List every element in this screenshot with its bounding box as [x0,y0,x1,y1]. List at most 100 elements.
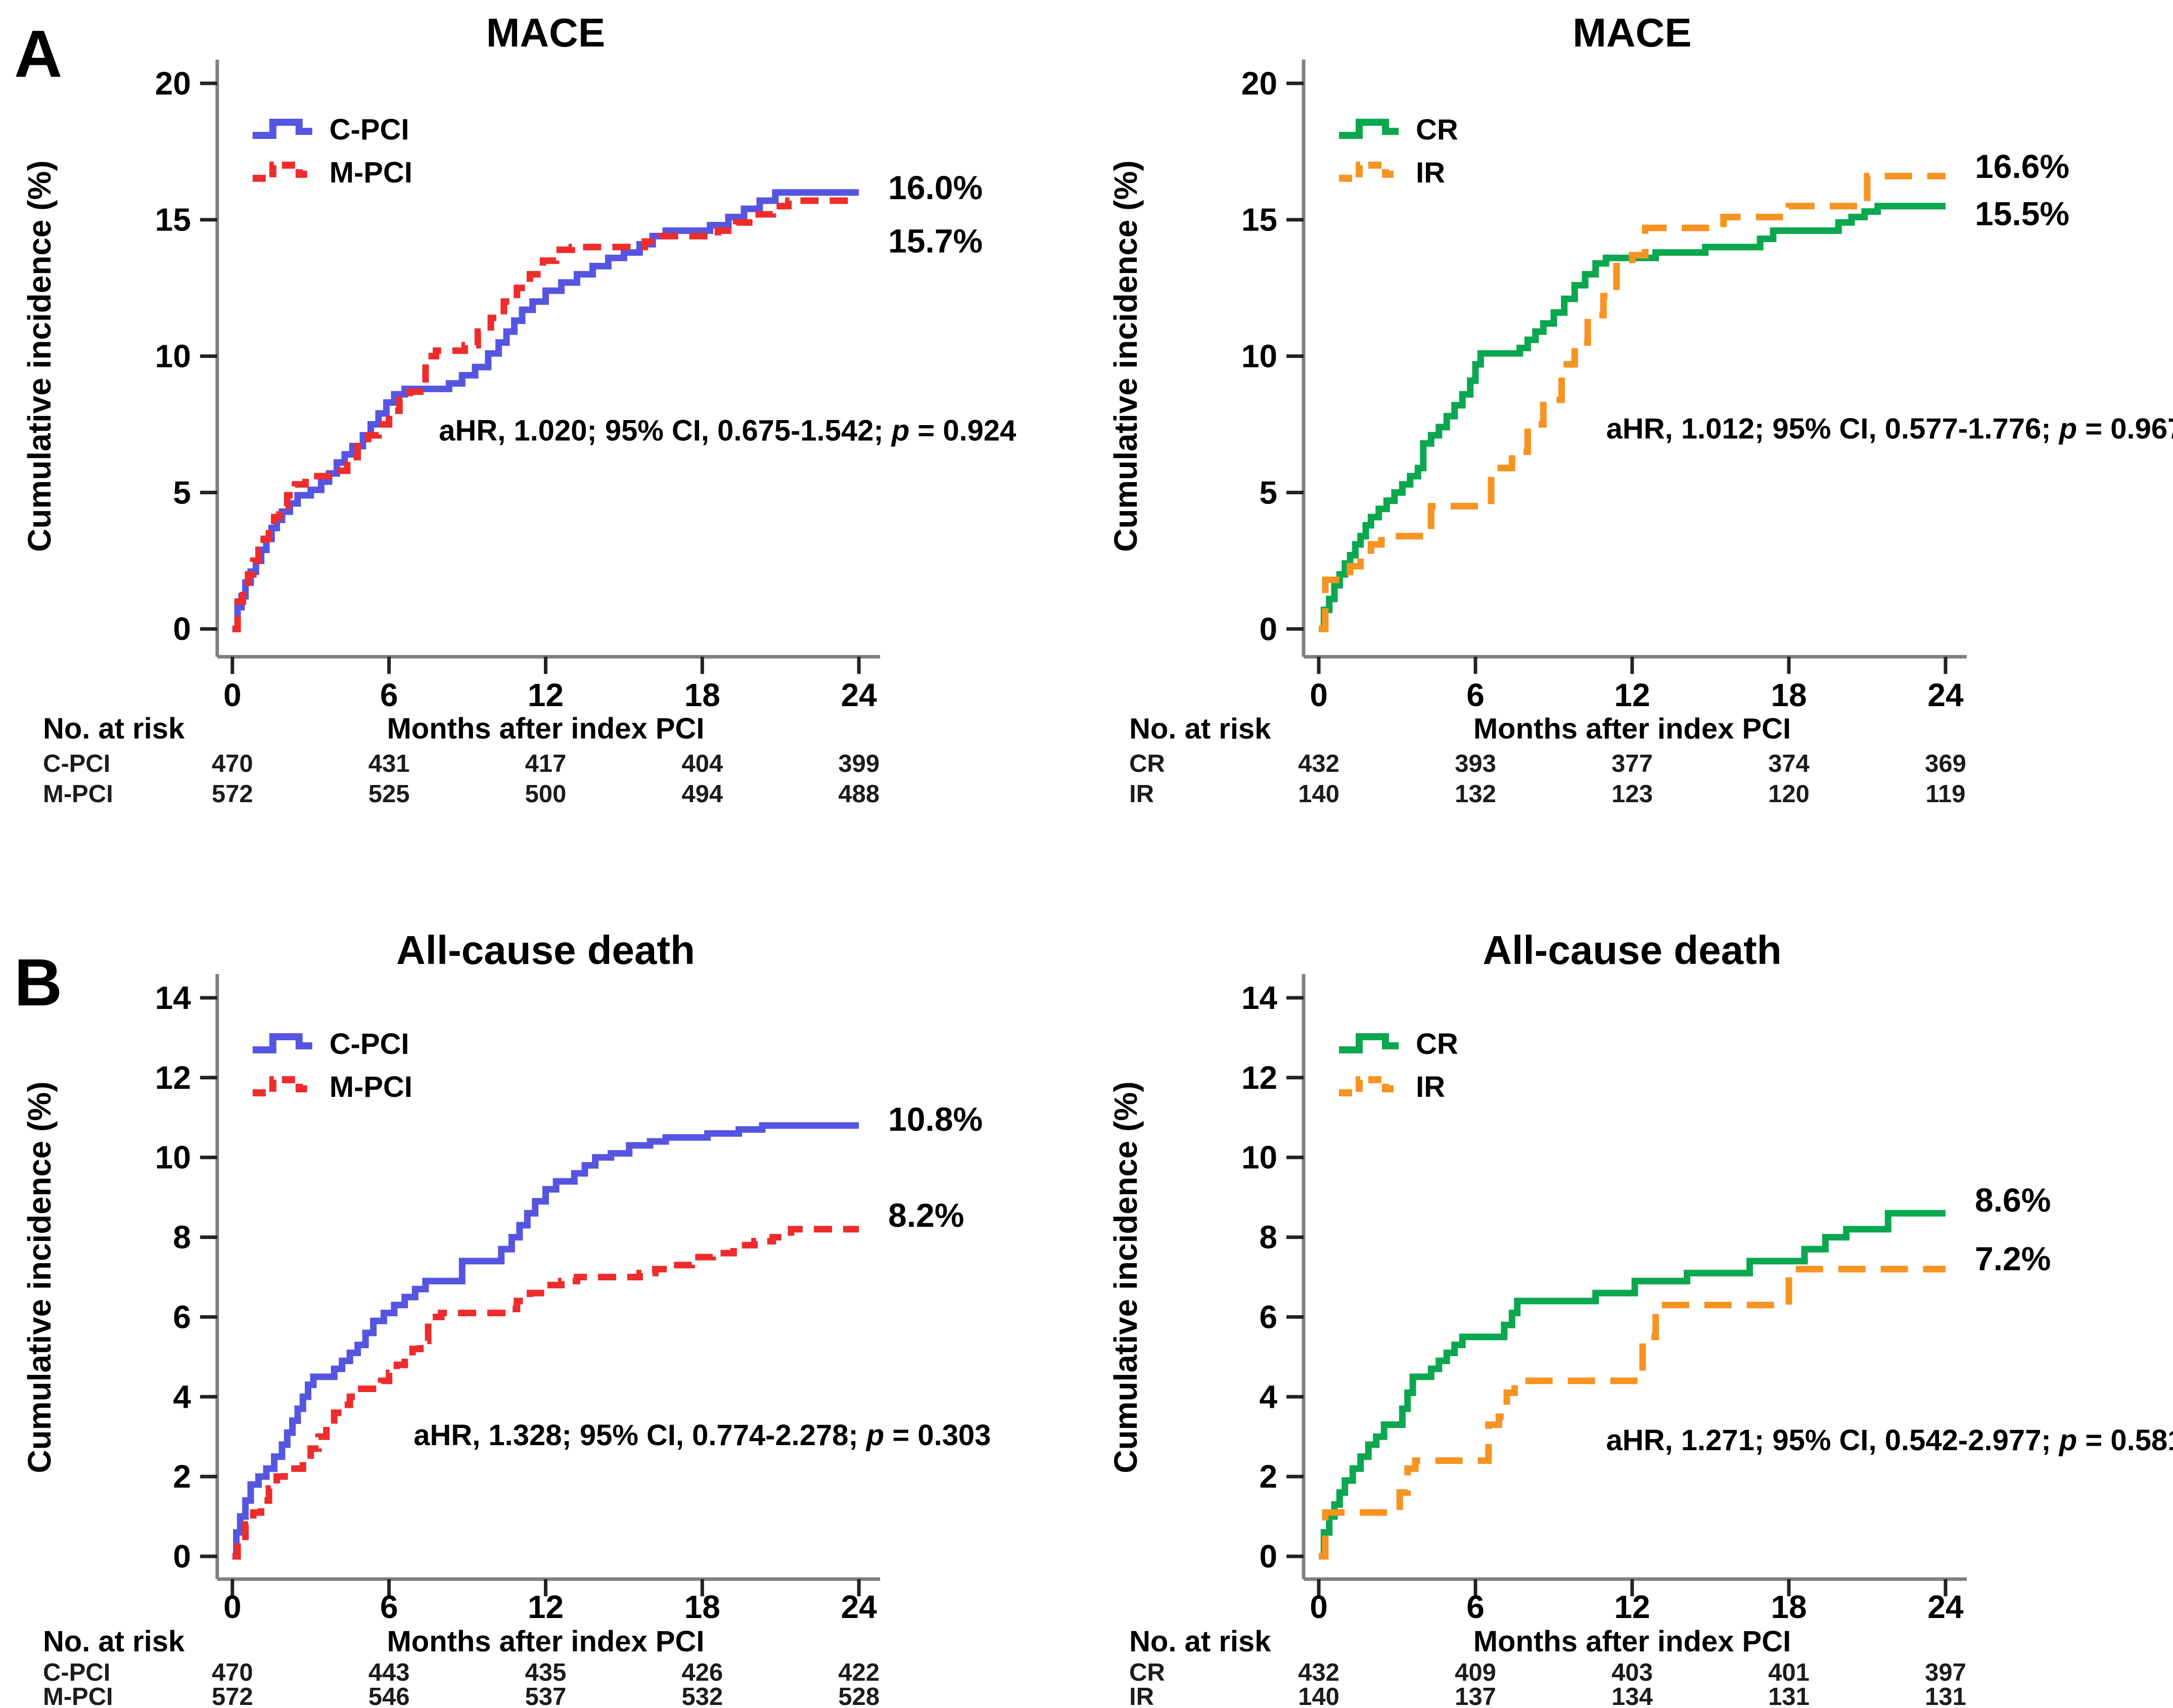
y-tick-label: 20 [1241,65,1277,102]
curve-m-pci [232,197,859,632]
risk-value: 500 [525,780,567,808]
x-tick-label: 12 [1614,677,1650,713]
x-tick-label: 12 [528,677,564,713]
chart-title: All-cause death [396,928,695,973]
y-tick-label: 8 [173,1219,191,1256]
risk-table: No. at risk Months after index PCI C-PCI… [43,1626,880,1708]
x-tick-label: 24 [1927,677,1964,713]
risk-row-label: C-PCI [43,750,110,777]
y-tick-label: 5 [173,474,191,511]
risk-value: 399 [838,750,880,777]
hazard-ratio-annotation: aHR, 1.271; 95% CI, 0.542-2.977; p = 0.5… [1606,1424,2173,1457]
y-tick-label: 10 [155,338,191,375]
risk-row-label: C-PCI [43,1659,110,1686]
hazard-ratio-annotation: aHR, 1.020; 95% CI, 0.675-1.542; p = 0.9… [439,414,1016,447]
y-tick-label: 12 [155,1059,191,1096]
y-tick-label: 6 [1259,1299,1277,1335]
x-tick-label: 24 [1927,1589,1964,1625]
x-axis-label: Months after index PCI [1473,713,1791,745]
end-label-cr: 15.5% [1975,195,2069,233]
curve-cr [1319,1210,1946,1560]
y-tick-label: 0 [1259,611,1277,647]
risk-value: 119 [1925,780,1965,808]
y-axis-label: Cumulative incidence (%) [1107,160,1144,552]
risk-value: 470 [212,750,253,777]
x-tick-label: 18 [684,1589,720,1625]
risk-value: 528 [838,1683,880,1708]
risk-row-label: CR [1129,1659,1165,1686]
risk-value: 537 [525,1683,567,1708]
legend-label: M-PCI [330,157,412,189]
risk-value: 422 [838,1659,880,1686]
risk-value: 120 [1768,780,1810,808]
risk-value: 123 [1611,780,1653,808]
panel-letter-a: A [14,17,62,91]
risk-value: 470 [212,1659,253,1686]
risk-value: 131 [1925,1683,1966,1708]
end-label-m-pci: 15.7% [888,222,983,260]
x-tick-label: 18 [684,677,720,713]
risk-row-label: IR [1129,780,1154,808]
x-tick-label: 6 [380,677,398,713]
legend-line-ir [1339,161,1399,182]
curve-cr [1319,203,1946,632]
risk-row-label: CR [1129,750,1165,777]
risk-table: No. at risk Months after index PCI CR 43… [1129,1625,1966,1708]
risk-value: 369 [1925,750,1966,777]
curve-m-pci [232,1226,859,1560]
x-axis-label: Months after index PCI [387,1626,705,1658]
curve-c-pci [232,189,859,632]
x-tick-label: 12 [528,1589,564,1625]
x-tick-label: 24 [841,1589,877,1625]
y-tick-label: 2 [1259,1458,1277,1495]
x-tick-label: 6 [380,1589,398,1625]
y-tick-label: 4 [1259,1378,1277,1415]
hazard-ratio-annotation: aHR, 1.328; 95% CI, 0.774-2.278; p = 0.3… [413,1419,991,1452]
x-tick-label: 0 [1310,677,1328,713]
risk-value: 426 [682,1659,723,1686]
chart-title: MACE [486,10,605,55]
chart-mace-revasc: MACE Cumulative incidence (%) 0 6 12 18 24 0 5… [1107,10,2173,808]
chart-title: All-cause death [1483,928,1781,973]
risk-value: 374 [1768,750,1810,777]
y-tick-label: 0 [173,611,191,647]
y-axis-label: Cumulative incidence (%) [21,1081,58,1473]
legend-label: IR [1416,1071,1445,1103]
x-tick-label: 6 [1466,677,1485,713]
y-tick-label: 4 [173,1378,191,1415]
legend-label: M-PCI [330,1071,412,1103]
chart-title: MACE [1573,10,1692,55]
risk-value: 401 [1768,1659,1810,1686]
panel-b-left: B All-cause death Cumulative incidence (… [0,854,1086,1708]
risk-value: 137 [1455,1683,1496,1708]
legend: C-PCI M-PCI [252,1028,412,1103]
curves [1319,172,1946,632]
y-tick-label: 12 [1241,1059,1277,1096]
x-tick-label: 0 [1310,1589,1328,1625]
risk-value: 525 [368,780,410,808]
risk-value: 572 [212,780,253,808]
risk-value: 432 [1298,1659,1339,1686]
legend-line-cr [1339,118,1399,139]
risk-value: 393 [1455,750,1496,777]
x-axis-label: Months after index PCI [387,713,705,745]
risk-value: 404 [681,750,723,777]
risk-row-label: M-PCI [43,780,113,808]
risk-table: No. at risk Months after index PCI C-PCI… [43,713,880,808]
risk-value: 532 [682,1683,723,1708]
end-label-cr: 8.6% [1975,1181,2051,1219]
y-tick-label: 10 [155,1139,191,1176]
end-label-m-pci: 8.2% [888,1196,964,1234]
y-tick-label: 14 [1241,980,1278,1016]
y-tick-label: 5 [1259,474,1277,511]
legend-line-ir [1339,1076,1399,1096]
risk-value: 432 [1298,750,1339,777]
x-tick-label: 18 [1771,677,1807,713]
legend-label: CR [1416,114,1458,146]
end-label-ir: 7.2% [1975,1240,2051,1277]
risk-value: 431 [368,750,410,777]
risk-table: No. at risk Months after index PCI CR 43… [1129,713,1966,808]
x-tick-label: 18 [1771,1589,1807,1625]
risk-value: 572 [212,1683,253,1708]
